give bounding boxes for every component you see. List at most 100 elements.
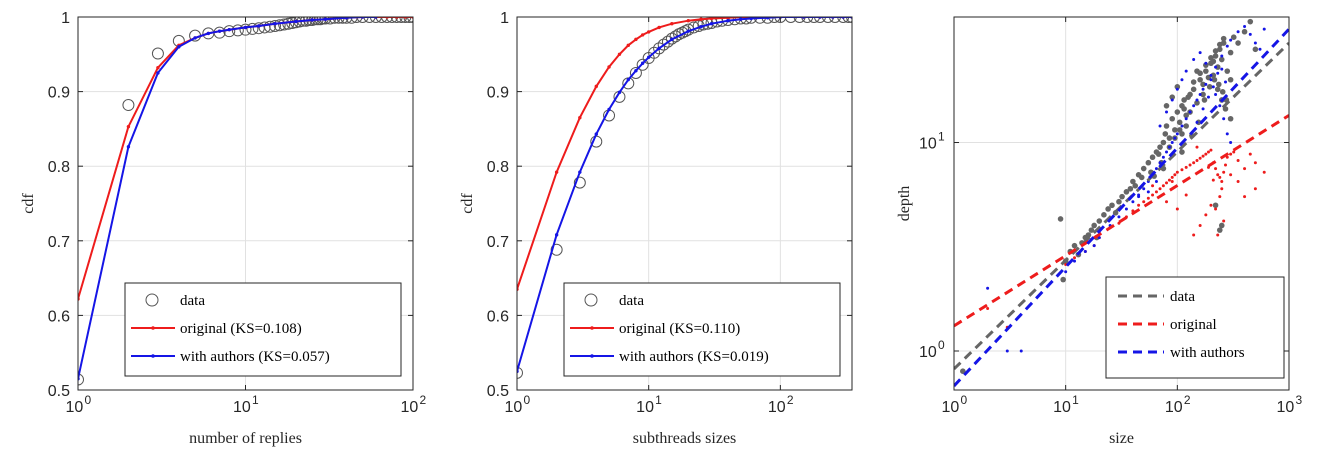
panel3-point	[1192, 161, 1196, 165]
panel3-point	[1218, 175, 1222, 179]
panel3-point	[1166, 135, 1173, 141]
panel3-point	[1204, 61, 1208, 65]
panel3-point	[1198, 51, 1202, 55]
panel2-data-marker	[801, 17, 814, 23]
panel3-ytick-label-1-exp: 1	[938, 130, 945, 144]
panel3-point	[1123, 189, 1130, 195]
panel3-point	[1218, 104, 1222, 108]
panel1-legend-swatch-0	[145, 293, 159, 307]
panel2-xtick-label-2: 10 2	[768, 393, 794, 416]
panel3-point	[1154, 167, 1158, 171]
panel1-legend-label-1: original (KS=0.108)	[180, 321, 302, 337]
panel2-data-marker	[821, 17, 834, 23]
panel3-point	[1195, 158, 1199, 162]
panel3-point	[1214, 167, 1218, 171]
panel3-xtick-label-1-exp: 1	[1072, 393, 1079, 407]
panel3-point	[1184, 117, 1188, 121]
panel1-ytick-label-3: 0.8	[48, 159, 70, 176]
panel3-point	[1211, 178, 1215, 182]
panel3-point	[1183, 112, 1189, 119]
panel2-data-marker	[517, 366, 523, 379]
panel1-data-marker	[399, 17, 412, 23]
panel3-point	[1180, 168, 1184, 172]
panel3-point	[1165, 150, 1169, 154]
panel2-data-marker	[622, 77, 635, 90]
panel3-point	[1060, 276, 1066, 283]
panel1-data-marker	[363, 17, 376, 23]
panel2-xtick-label-0-exp: 0	[524, 393, 531, 407]
panel3-point	[1167, 178, 1171, 182]
panel2-data-marker	[573, 176, 586, 189]
panel3-point	[1195, 120, 1199, 124]
panel3-point	[1109, 202, 1115, 209]
panel3-point	[1216, 233, 1220, 237]
panel2-legend-label-1: original (KS=0.110)	[619, 321, 740, 337]
panel2-line-dot	[626, 77, 630, 82]
panel1-data-marker	[231, 24, 244, 37]
panel3-point	[1173, 173, 1177, 177]
panel2-data-marker	[768, 17, 781, 23]
panel3-point	[1170, 180, 1174, 184]
panel2-ytick-label-0: 0.5	[487, 383, 509, 400]
panel1-data-marker	[263, 20, 276, 33]
panel3-series-with-authors	[986, 25, 1266, 353]
panel3-point	[1214, 86, 1221, 93]
panel3-xtick-label-2-base: 10	[1165, 399, 1183, 416]
panel3-point	[1206, 84, 1213, 90]
panel3-point	[1218, 56, 1225, 63]
panel2-line-dot	[646, 55, 651, 59]
panel3-point	[1194, 100, 1200, 106]
panel3-point	[1220, 67, 1224, 71]
panel3-point	[1198, 92, 1202, 96]
panel3-xtick-label-1-base: 10	[1053, 399, 1071, 416]
panel2-data-marker	[784, 17, 797, 23]
panel3-point	[1175, 170, 1179, 174]
panel3-point	[1154, 190, 1158, 194]
panel3-point	[1243, 195, 1247, 199]
panel1-ticks	[77, 16, 414, 391]
panel3-point	[960, 368, 966, 375]
panel3-point	[1183, 123, 1189, 129]
panel3-point	[1229, 38, 1233, 42]
panel1-xtick-label-1-exp: 1	[252, 393, 259, 407]
panel3-xtick-label-2: 10 2	[1165, 393, 1191, 416]
panel1-line-dot	[227, 27, 231, 32]
panel3-point	[1057, 216, 1064, 222]
panel1-ytick-label-1: 0.6	[48, 308, 70, 325]
panel3-point	[1222, 117, 1226, 121]
panel3-point	[1222, 219, 1226, 223]
panel3-point	[1192, 58, 1196, 62]
panel3-point	[1230, 34, 1237, 41]
panel1-xtick-label-2-base: 10	[401, 399, 419, 416]
panel3-point	[1173, 136, 1177, 140]
panel1-line-dot	[193, 36, 197, 40]
panel3-point	[1158, 124, 1162, 128]
panel3-point	[1151, 193, 1155, 197]
panel3-point	[1198, 156, 1202, 160]
panel2-data-marker	[550, 243, 563, 256]
panel2-ytick-label-5: 1	[500, 10, 509, 27]
panel3-point	[1160, 139, 1167, 146]
panel3-ytick-label-0-base: 10	[919, 344, 937, 361]
panel2-xtick-label-0: 10 0	[505, 393, 531, 416]
panel3-point	[1181, 97, 1187, 103]
panel2-line-dot	[626, 43, 630, 48]
panel3-point	[1209, 78, 1213, 82]
panel3-point	[1124, 207, 1128, 211]
panel3-point	[1209, 73, 1213, 77]
panel2-line-dot	[726, 19, 730, 23]
panel1-line-dot	[294, 19, 298, 24]
panel1-xtick-label-0-exp: 0	[85, 393, 92, 407]
panel3-xtick-label-2-exp: 2	[1184, 393, 1191, 407]
panel3-xtick-label-0-base: 10	[942, 399, 960, 416]
panel3-point	[1140, 165, 1147, 172]
panel1-ylabel: cdf	[20, 193, 37, 214]
panel3-point	[1197, 76, 1203, 83]
panel1-line-dot	[126, 124, 131, 129]
panel2-legend-box	[563, 282, 841, 377]
panel3-point	[1224, 163, 1228, 167]
panel1-line-dot	[126, 145, 131, 149]
panel3-point	[1165, 200, 1169, 204]
panel1-xlabel: number of replies	[189, 430, 302, 447]
panel2-line-dot	[699, 17, 703, 21]
